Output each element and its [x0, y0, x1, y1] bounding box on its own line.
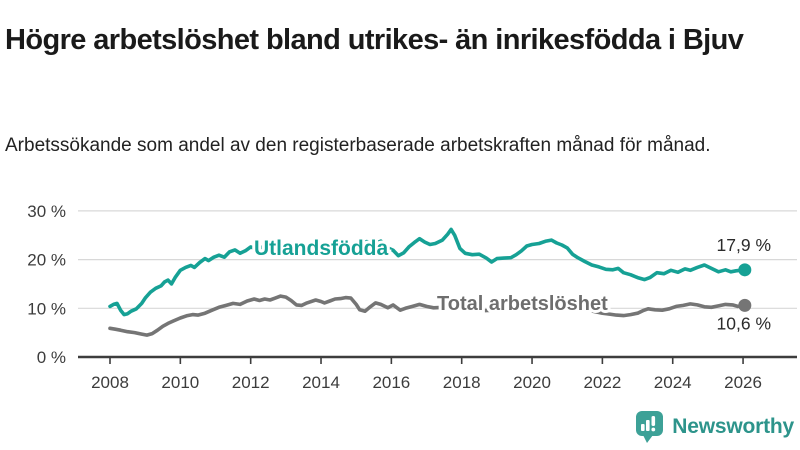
series-line-total-arbetsl-shet [108, 294, 747, 337]
y-axis-label: 10 % [27, 299, 66, 318]
y-axis-label: 30 % [27, 202, 66, 221]
x-axis-label: 2014 [302, 373, 340, 392]
series-end-value-utlandsf-dda: 17,9 % [717, 235, 771, 255]
y-axis-label: 0 % [37, 348, 66, 367]
x-axis-label: 2016 [372, 373, 410, 392]
chart-subtitle: Arbetssökande som andel av den registerb… [5, 135, 711, 156]
x-axis-label: 2012 [232, 373, 270, 392]
x-axis-label: 2024 [654, 373, 692, 392]
series-line-utlandsf-dda [108, 227, 747, 317]
series-end-value-total-arbetsl-shet: 10,6 % [717, 313, 771, 333]
y-axis-label: 20 % [27, 251, 66, 270]
newsworthy-logo-text: Newsworthy [672, 415, 794, 438]
series-end-dot-utlandsf-dda [738, 263, 752, 277]
x-axis-label: 2022 [583, 373, 621, 392]
chart-title: Högre arbetslöshet bland utrikes- än inr… [5, 24, 744, 57]
series-label-total-arbetsl-shet: Total arbetslöshet [437, 293, 608, 315]
x-axis-label: 2018 [443, 373, 481, 392]
series-end-dot-total-arbetsl-shet [738, 298, 752, 312]
newsworthy-logo-icon [636, 411, 664, 443]
x-axis-label: 2008 [91, 373, 129, 392]
x-axis-label: 2010 [161, 373, 199, 392]
newsworthy-logo: Newsworthy [635, 408, 794, 446]
series-label-utlandsf-dda: Utlandsfödda [254, 237, 388, 260]
line-chart: 0 % 10 % 20 % 30 % 2008 2010 2012 2014 2016 2018 2… [27, 202, 797, 392]
x-axis-label: 2026 [724, 373, 762, 392]
x-axis-label: 2020 [513, 373, 551, 392]
